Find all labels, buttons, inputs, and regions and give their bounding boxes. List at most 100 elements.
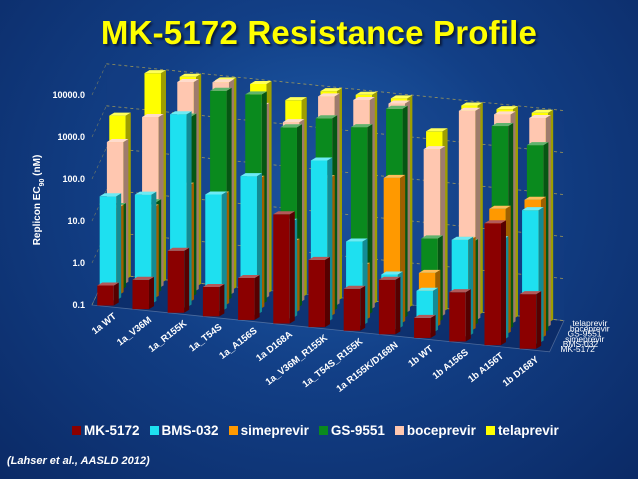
bar-top bbox=[282, 119, 305, 123]
bar-top bbox=[134, 191, 157, 195]
bar-front bbox=[202, 286, 220, 317]
legend-swatch-mk5172 bbox=[72, 426, 81, 435]
y-tick-label: 10000.0 bbox=[52, 90, 85, 100]
bar-side bbox=[500, 220, 506, 346]
bar-top bbox=[202, 283, 225, 287]
series-depth-labels: MK-5172BMS-032simeprevirGS-9551boceprevi… bbox=[560, 318, 609, 354]
bar-top bbox=[421, 235, 443, 239]
y-axis-label: Replicon EC90 (nM) bbox=[32, 155, 46, 246]
gridline-side bbox=[91, 63, 107, 96]
citation: (Lahser et al., AASLD 2012) bbox=[7, 455, 150, 467]
series-depth-label: simeprevir bbox=[565, 334, 604, 344]
legend-label-boceprevir: boceprevir bbox=[406, 423, 476, 438]
bar bbox=[238, 274, 260, 320]
bar bbox=[414, 314, 436, 338]
bar-top bbox=[378, 276, 401, 280]
bar-front bbox=[414, 317, 431, 338]
bar-side bbox=[184, 247, 190, 313]
bar-front bbox=[484, 223, 501, 346]
bar bbox=[205, 191, 227, 312]
bar-top bbox=[423, 146, 446, 150]
bar-top bbox=[353, 96, 375, 100]
x-tick-label: 1a_T54S bbox=[187, 322, 224, 354]
bar-top bbox=[167, 247, 190, 251]
legend-swatch-simeprevir bbox=[228, 426, 238, 435]
bar-top bbox=[205, 191, 227, 195]
bar-top bbox=[416, 287, 438, 291]
bar bbox=[378, 276, 401, 335]
bar-top bbox=[451, 236, 474, 240]
bar-front bbox=[167, 250, 185, 313]
bar bbox=[97, 282, 119, 306]
y-axis-label-main: Replicon EC bbox=[32, 186, 43, 245]
bar-top bbox=[106, 139, 129, 143]
y-axis-label-unit: (nM) bbox=[32, 155, 43, 179]
bar-side bbox=[219, 283, 225, 317]
y-tick-label: 1000.0 bbox=[57, 132, 85, 142]
bar-top bbox=[531, 109, 554, 113]
legend-swatch-gs9551 bbox=[318, 426, 328, 435]
bar-side bbox=[151, 191, 157, 304]
series-depth-label: boceprevir bbox=[570, 323, 610, 333]
bar-top bbox=[461, 102, 483, 106]
bar-top bbox=[240, 173, 262, 177]
bar-top bbox=[491, 123, 514, 127]
bar bbox=[132, 276, 154, 310]
series-mk-5172 bbox=[97, 211, 542, 349]
bar-top bbox=[308, 256, 330, 260]
bar bbox=[484, 220, 506, 346]
bar-side bbox=[395, 276, 401, 335]
legend-item-boceprevir: boceprevir bbox=[394, 423, 476, 438]
bar-top bbox=[177, 78, 199, 82]
bar bbox=[273, 211, 295, 324]
bar-top bbox=[109, 112, 131, 116]
legend-item-gs9551: GS-9551 bbox=[318, 423, 385, 438]
bar-top bbox=[144, 70, 166, 74]
series-depth-label: GS-9551 bbox=[568, 329, 602, 339]
bar-top bbox=[381, 271, 403, 275]
bar-side bbox=[289, 211, 295, 324]
x-tick-label: 1b WT bbox=[406, 343, 435, 369]
bar-side bbox=[254, 274, 260, 320]
bar bbox=[167, 247, 190, 313]
bar bbox=[202, 283, 225, 317]
bar-top bbox=[426, 128, 448, 132]
bar-front bbox=[97, 285, 114, 306]
bar-top bbox=[496, 106, 518, 110]
x-tick-label: 1b D168Y bbox=[501, 354, 542, 389]
legend-swatch-boceprevir bbox=[394, 426, 404, 435]
bar-side bbox=[116, 193, 122, 301]
gridline-side bbox=[91, 105, 107, 138]
legend-label-bms032: BMS-032 bbox=[161, 423, 219, 438]
series-depth-label: MK-5172 bbox=[560, 344, 595, 354]
bar-top bbox=[170, 111, 192, 115]
bar-front bbox=[99, 196, 117, 301]
bar-top bbox=[142, 114, 164, 118]
bar-top bbox=[388, 100, 410, 104]
bar-top bbox=[526, 142, 549, 146]
y-tick-label: 10.0 bbox=[67, 216, 85, 226]
bar-side bbox=[324, 256, 330, 328]
legend-label-simeprevir: simeprevir bbox=[240, 423, 309, 438]
bar-front bbox=[205, 194, 222, 312]
bar-top bbox=[245, 91, 267, 95]
bar-side bbox=[430, 314, 436, 338]
bar-front bbox=[134, 194, 152, 304]
bar-top bbox=[519, 291, 542, 295]
legend-item-simeprevir: simeprevir bbox=[228, 423, 309, 438]
bar-top bbox=[250, 80, 272, 84]
bar-top bbox=[273, 211, 295, 215]
bar-top bbox=[350, 124, 373, 128]
bar-top bbox=[524, 196, 546, 200]
bar bbox=[308, 256, 330, 328]
legend-label-gs9551: GS-9551 bbox=[330, 423, 385, 438]
bar-top bbox=[97, 282, 119, 286]
bar-side bbox=[113, 282, 119, 306]
bar-top bbox=[418, 269, 441, 273]
bar-front bbox=[238, 277, 255, 320]
bar-front bbox=[449, 292, 466, 342]
bar-top bbox=[320, 88, 342, 92]
bar-top bbox=[343, 285, 366, 289]
bar-top bbox=[489, 205, 511, 209]
